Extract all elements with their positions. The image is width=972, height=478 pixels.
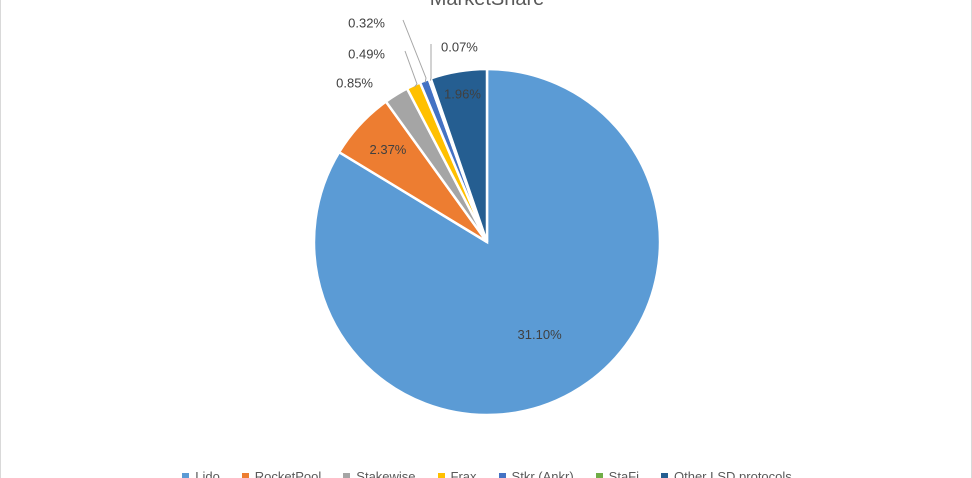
legend-item-stakewise: Stakewise bbox=[343, 469, 416, 478]
legend-swatch bbox=[661, 473, 668, 478]
legend: Lido RocketPool Stakewise Frax Stkr (Ankr) St… bbox=[1, 469, 971, 478]
leader-line-stakewise bbox=[397, 95, 400, 98]
legend-swatch bbox=[343, 473, 351, 478]
data-label-lido: 31.10% bbox=[518, 327, 563, 342]
leader-line-stkr-ankr bbox=[402, 19, 427, 83]
data-label-other-lsd-protocols: 1.96% bbox=[444, 87, 481, 102]
legend-swatch bbox=[498, 473, 506, 478]
legend-label: Stkr (Ankr) bbox=[511, 469, 574, 478]
legend-item-stafi: StaFi bbox=[595, 469, 639, 478]
legend-item-lido: Lido bbox=[182, 469, 220, 478]
legend-item-other-lsd-protocols: Other LSD protocols bbox=[661, 469, 792, 478]
legend-label: Stakewise bbox=[356, 469, 416, 478]
legend-swatch bbox=[595, 473, 603, 478]
legend-item-rocketpool: RocketPool bbox=[241, 469, 322, 478]
legend-swatch bbox=[182, 473, 190, 478]
legend-item-frax: Frax bbox=[437, 469, 477, 478]
leader-lines bbox=[397, 19, 432, 98]
chart-title: MarketShare bbox=[1, 0, 971, 11]
legend-item-stkr-ankr: Stkr (Ankr) bbox=[498, 469, 574, 478]
legend-label: Lido bbox=[195, 469, 220, 478]
data-label-stakewise: 0.85% bbox=[336, 75, 373, 90]
legend-swatch bbox=[241, 473, 249, 478]
legend-label: Frax bbox=[450, 469, 477, 478]
data-label-stkr-ankr: 0.32% bbox=[348, 15, 385, 30]
leader-line-frax bbox=[404, 50, 418, 88]
data-labels: 31.10% 2.37% 0.85% 0.49% 0.32% 0.07% 1.96% bbox=[336, 15, 562, 341]
leader-line-stafi bbox=[429, 44, 432, 81]
data-label-rocketpool: 2.37% bbox=[370, 142, 407, 157]
data-label-frax: 0.49% bbox=[348, 46, 385, 61]
legend-label: StaFi bbox=[608, 469, 639, 478]
legend-label: Other LSD protocols bbox=[674, 469, 792, 478]
legend-swatch bbox=[437, 473, 445, 478]
data-label-stafi: 0.07% bbox=[441, 39, 478, 54]
pie-slices bbox=[312, 67, 662, 417]
legend-label: RocketPool bbox=[254, 469, 322, 478]
